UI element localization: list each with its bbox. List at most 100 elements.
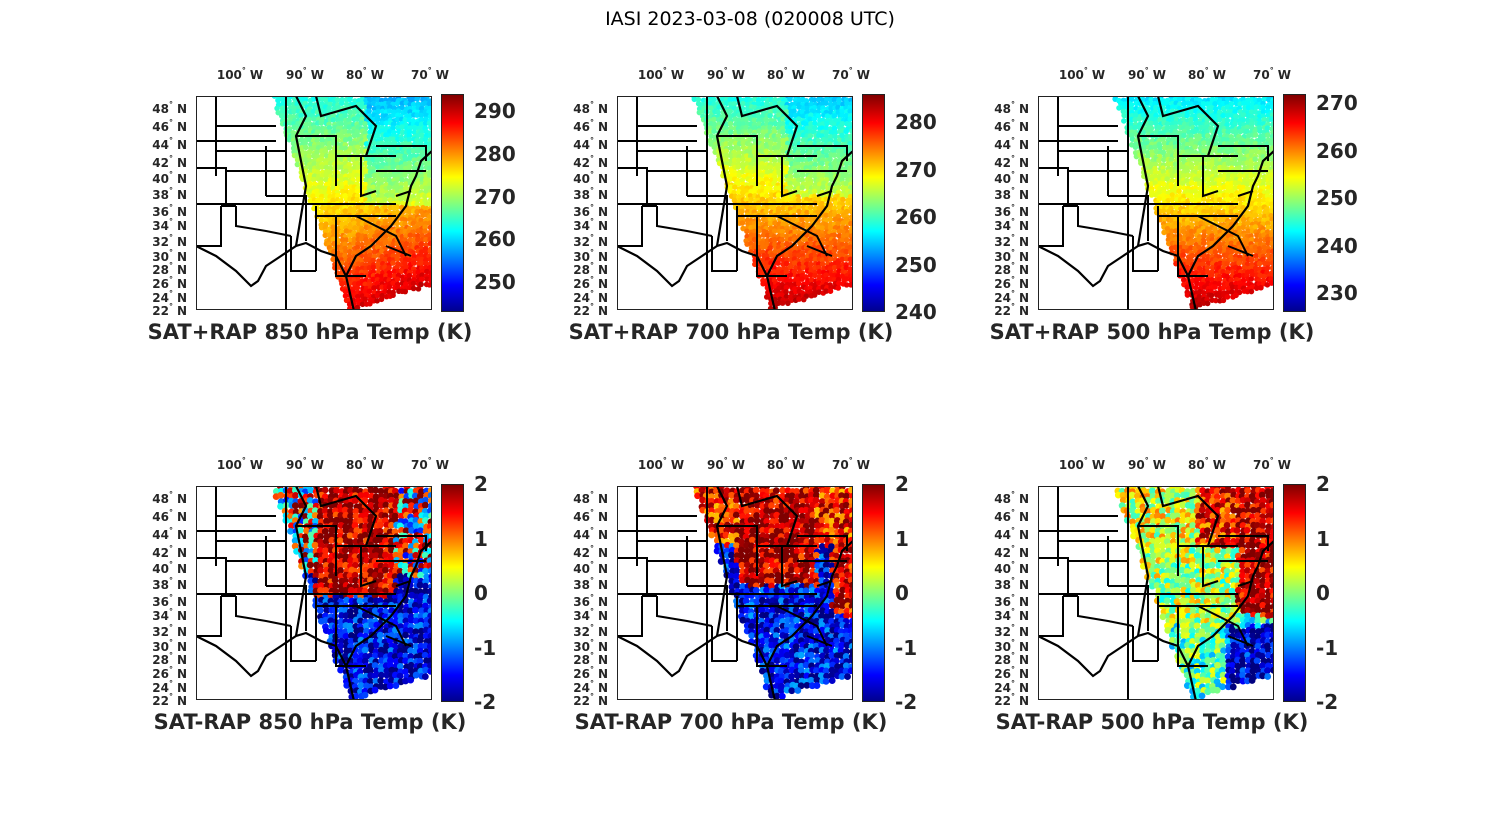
data-point xyxy=(302,144,309,151)
data-point xyxy=(780,148,786,154)
data-point xyxy=(815,96,822,103)
axes-box xyxy=(617,96,853,310)
data-point xyxy=(426,282,432,288)
data-point xyxy=(319,137,326,144)
data-point xyxy=(740,164,747,170)
data-point xyxy=(823,212,830,219)
data-point xyxy=(739,220,746,226)
data-point xyxy=(347,96,353,103)
data-point xyxy=(832,133,838,140)
data-point xyxy=(791,208,798,214)
data-point xyxy=(787,96,793,102)
data-point xyxy=(779,100,786,107)
data-point xyxy=(342,220,349,227)
data-point xyxy=(402,156,409,163)
lat-tick-label: 24° N xyxy=(152,289,187,305)
lat-tick-label: 34° N xyxy=(152,217,187,233)
data-point xyxy=(395,108,402,114)
lat-tick-label: 34° N xyxy=(994,217,1029,233)
data-point xyxy=(796,296,802,302)
data-point xyxy=(816,172,823,179)
lat-tick-label: 32° N xyxy=(152,623,187,639)
data-point xyxy=(406,164,413,170)
data-point xyxy=(1181,100,1187,107)
data-point xyxy=(427,248,432,254)
data-point xyxy=(1220,284,1227,291)
data-point xyxy=(836,233,843,239)
map-panel: 100° W 90° W 80° W 70° W 48° N 46° N 44° N 42° N 40° N 38°… xyxy=(120,54,540,354)
data-point xyxy=(390,189,397,195)
data-point xyxy=(342,293,349,299)
data-point xyxy=(780,205,786,211)
data-point xyxy=(342,241,348,247)
data-point xyxy=(776,112,782,119)
data-point xyxy=(767,220,774,227)
data-point xyxy=(414,137,420,143)
data-point xyxy=(783,269,790,275)
colorbar-tick-label: 240 xyxy=(895,300,937,324)
data-point xyxy=(359,301,366,308)
data-point xyxy=(366,288,373,295)
data-point xyxy=(735,164,741,170)
data-point xyxy=(779,236,785,243)
data-point xyxy=(1224,100,1230,106)
data-point xyxy=(848,200,853,206)
data-point xyxy=(780,141,787,147)
data-point xyxy=(827,216,834,223)
data-point xyxy=(339,216,345,222)
data-point xyxy=(323,160,330,167)
data-point xyxy=(811,188,818,195)
data-point xyxy=(804,105,811,112)
data-point xyxy=(787,180,793,187)
data-point xyxy=(394,176,401,183)
data-point xyxy=(807,156,813,162)
data-point xyxy=(370,184,377,191)
lat-tick-label: 30° N xyxy=(152,248,187,264)
data-point xyxy=(848,228,853,235)
data-point xyxy=(367,233,373,239)
data-point xyxy=(759,133,765,139)
data-point xyxy=(767,164,774,171)
data-point xyxy=(427,224,432,231)
data-point xyxy=(827,224,834,231)
data-point xyxy=(763,294,770,300)
data-point xyxy=(787,169,794,176)
data-point xyxy=(828,105,834,112)
data-point xyxy=(780,121,786,127)
data-point xyxy=(771,129,778,135)
data-point xyxy=(1164,176,1170,182)
data-point xyxy=(394,157,400,164)
data-point xyxy=(339,280,345,287)
data-point xyxy=(382,240,389,246)
data-point xyxy=(760,232,767,238)
data-point xyxy=(414,208,420,215)
data-point xyxy=(346,232,353,239)
data-point xyxy=(1220,297,1227,304)
data-point xyxy=(783,165,790,172)
data-point xyxy=(279,96,286,103)
lon-tick-label: 70° W xyxy=(411,456,449,472)
data-point xyxy=(808,277,815,283)
data-point xyxy=(779,228,786,235)
colorbar xyxy=(862,94,885,312)
lat-tick-label: 22° N xyxy=(152,302,187,318)
data-point xyxy=(1252,156,1258,163)
data-point xyxy=(1232,156,1238,162)
data-point xyxy=(807,140,814,147)
data-point xyxy=(414,236,421,243)
data-point xyxy=(788,112,794,119)
data-point xyxy=(764,264,770,271)
data-point xyxy=(323,164,330,171)
data-point xyxy=(787,184,794,191)
data-point xyxy=(406,208,413,215)
data-point xyxy=(1184,96,1191,102)
data-point xyxy=(275,97,281,104)
data-point xyxy=(378,273,385,280)
data-point xyxy=(382,196,388,203)
lat-tick-label: 44° N xyxy=(152,136,187,152)
data-point xyxy=(848,176,853,183)
data-point xyxy=(1200,100,1207,107)
data-point xyxy=(751,117,758,123)
data-point xyxy=(839,112,846,118)
